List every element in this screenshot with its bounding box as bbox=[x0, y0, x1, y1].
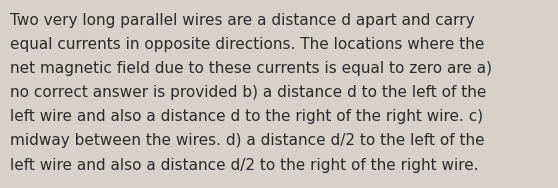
Text: Two very long parallel wires are a distance d apart and carry: Two very long parallel wires are a dista… bbox=[10, 13, 475, 28]
Text: equal currents in opposite directions. The locations where the: equal currents in opposite directions. T… bbox=[10, 37, 484, 52]
Text: midway between the wires. d) a distance d/2 to the left of the: midway between the wires. d) a distance … bbox=[10, 133, 485, 149]
Text: net magnetic field due to these currents is equal to zero are a): net magnetic field due to these currents… bbox=[10, 61, 492, 76]
Text: left wire and also a distance d to the right of the right wire. c): left wire and also a distance d to the r… bbox=[10, 109, 483, 124]
Text: left wire and also a distance d/2 to the right of the right wire.: left wire and also a distance d/2 to the… bbox=[10, 158, 479, 173]
Text: no correct answer is provided b) a distance d to the left of the: no correct answer is provided b) a dista… bbox=[10, 85, 487, 100]
